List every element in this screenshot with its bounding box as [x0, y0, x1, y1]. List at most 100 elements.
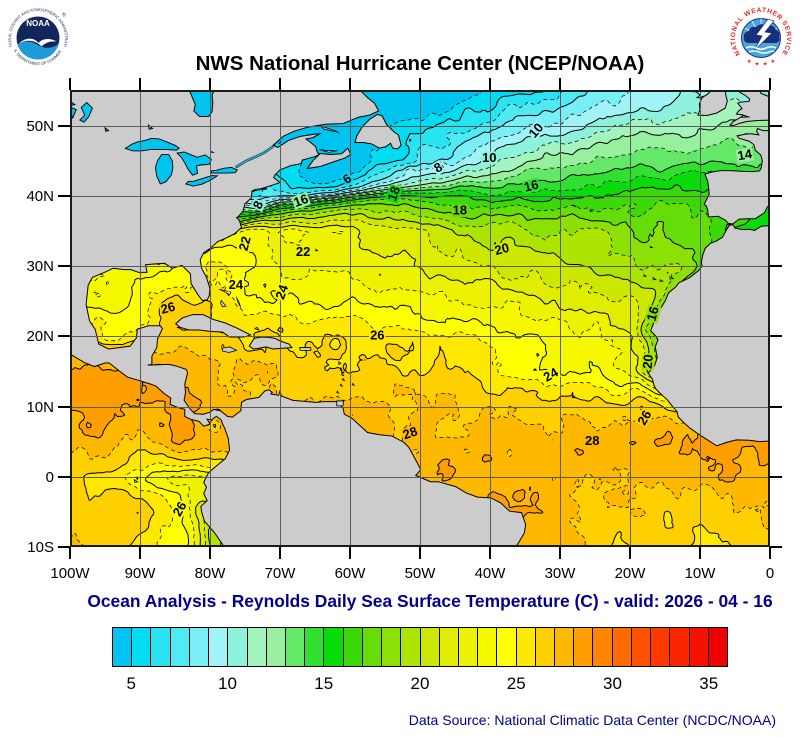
colorbar	[112, 627, 728, 667]
axis-tick	[58, 265, 70, 268]
nws-logo: NATIONAL WEATHER SERVICE ★ ★ ★ ★	[728, 5, 794, 71]
colorbar-cell	[209, 628, 229, 666]
axis-tick	[769, 547, 771, 559]
colorbar-cell	[708, 628, 727, 666]
colorbar-cell	[362, 628, 383, 666]
data-source-caption: Data Source: National Climatic Data Cent…	[408, 712, 776, 728]
axis-tick	[419, 547, 421, 559]
nws-stars: ★★★★	[747, 58, 776, 68]
colorbar-cell	[458, 628, 479, 666]
colorbar-cell	[285, 628, 306, 666]
colorbar-cell	[516, 628, 536, 666]
colorbar-tick-label: 20	[410, 674, 430, 693]
axis-tick	[769, 78, 771, 90]
nws-lightning-bolt	[753, 18, 775, 52]
y-axis-label: 0	[45, 468, 54, 486]
colorbar-cell	[612, 628, 632, 666]
axis-tick	[629, 547, 631, 559]
noaa-logo-word: NOAA	[26, 19, 50, 28]
axis-tick	[139, 547, 141, 559]
colorbar-tick-label: 30	[603, 674, 622, 693]
axis-tick	[58, 546, 70, 548]
axis-tick	[69, 78, 71, 90]
y-axis-label: 20N	[26, 328, 54, 346]
x-axis-label: 70W	[264, 565, 296, 582]
noaa-logo-graphic: NATIONAL OCEANIC AND ATMOSPHERIC ADMINIS…	[5, 3, 69, 68]
colorbar-tick-label: 15	[314, 674, 334, 693]
axis-tick	[489, 78, 491, 90]
axis-tick	[58, 194, 70, 197]
colorbar-cell	[535, 628, 556, 666]
axis-tick	[559, 78, 561, 90]
colorbar-cell	[651, 628, 671, 666]
map-area	[70, 90, 770, 547]
colorbar-cell	[574, 628, 594, 666]
colorbar-tick-label: 10	[218, 674, 237, 693]
colorbar-cell	[670, 628, 690, 666]
nws-star-icon: ★	[754, 61, 759, 68]
y-axis-label: 10S	[27, 539, 54, 556]
colorbar-cell	[439, 628, 459, 666]
colorbar-cell	[555, 628, 575, 666]
x-axis-label: 60W	[334, 565, 366, 582]
noaa-reg-mark: ®	[62, 12, 66, 19]
page-title: NWS National Hurricane Center (NCEP/NOAA…	[195, 52, 645, 75]
axis-tick	[699, 547, 701, 559]
colorbar-tick-label: 35	[699, 674, 719, 693]
colorbar-cell	[189, 628, 210, 666]
colorbar-cell	[382, 628, 402, 666]
axis-tick	[770, 405, 782, 408]
colorbar-cell	[497, 628, 517, 666]
nws-wave-line	[745, 45, 777, 51]
colorbar-tick-label: 25	[506, 674, 526, 693]
x-axis-label: 10W	[684, 565, 716, 582]
axis-tick	[349, 547, 351, 559]
y-axis-label: 10N	[26, 398, 54, 416]
x-axis-label: 40W	[474, 565, 506, 582]
colorbar-cell	[593, 628, 613, 666]
axis-tick	[139, 78, 141, 90]
axis-tick	[69, 547, 71, 559]
axis-tick	[699, 78, 701, 90]
y-axis-label: 50N	[26, 117, 54, 135]
axis-tick	[419, 78, 421, 90]
nws-logo-graphic: NATIONAL WEATHER SERVICE ★★★★	[729, 6, 793, 70]
x-axis-label: 30W	[544, 565, 576, 582]
axis-tick	[58, 335, 70, 338]
axis-tick	[770, 265, 782, 268]
colorbar-cell	[170, 628, 190, 666]
sst-map-canvas	[70, 90, 770, 547]
map-subtitle: Ocean Analysis - Reynolds Daily Sea Surf…	[87, 591, 773, 611]
noaa-sea	[16, 41, 60, 60]
colorbar-cell	[401, 628, 421, 666]
colorbar-cell	[151, 628, 171, 666]
colorbar-cell	[324, 628, 344, 666]
colorbar-tick-label: 5	[126, 674, 136, 693]
nws-star-icon: ★	[770, 58, 775, 65]
axis-tick	[489, 547, 491, 559]
colorbar-cell	[689, 628, 709, 666]
x-axis-label: 20W	[614, 565, 646, 582]
colorbar-cell	[420, 628, 440, 666]
nws-star-icon: ★	[763, 61, 768, 68]
x-axis-label: 80W	[194, 565, 226, 582]
axis-tick	[770, 124, 782, 127]
x-axis-label: 50W	[404, 565, 436, 582]
colorbar-cell	[113, 628, 133, 666]
y-axis-label: 40N	[26, 187, 54, 205]
colorbar-cell	[266, 628, 286, 666]
axis-tick	[58, 124, 70, 127]
noaa-gull-icon	[18, 38, 57, 47]
colorbar-cell	[132, 628, 152, 666]
axis-tick	[209, 78, 211, 90]
x-axis-label: 100W	[50, 565, 90, 582]
x-axis-label: 0	[765, 565, 775, 582]
axis-tick	[770, 475, 782, 478]
axis-tick	[770, 335, 782, 338]
axis-tick	[58, 475, 70, 478]
colorbar-cell	[343, 628, 363, 666]
axis-tick	[279, 547, 281, 559]
axis-tick	[629, 78, 631, 90]
axis-tick	[58, 405, 70, 408]
